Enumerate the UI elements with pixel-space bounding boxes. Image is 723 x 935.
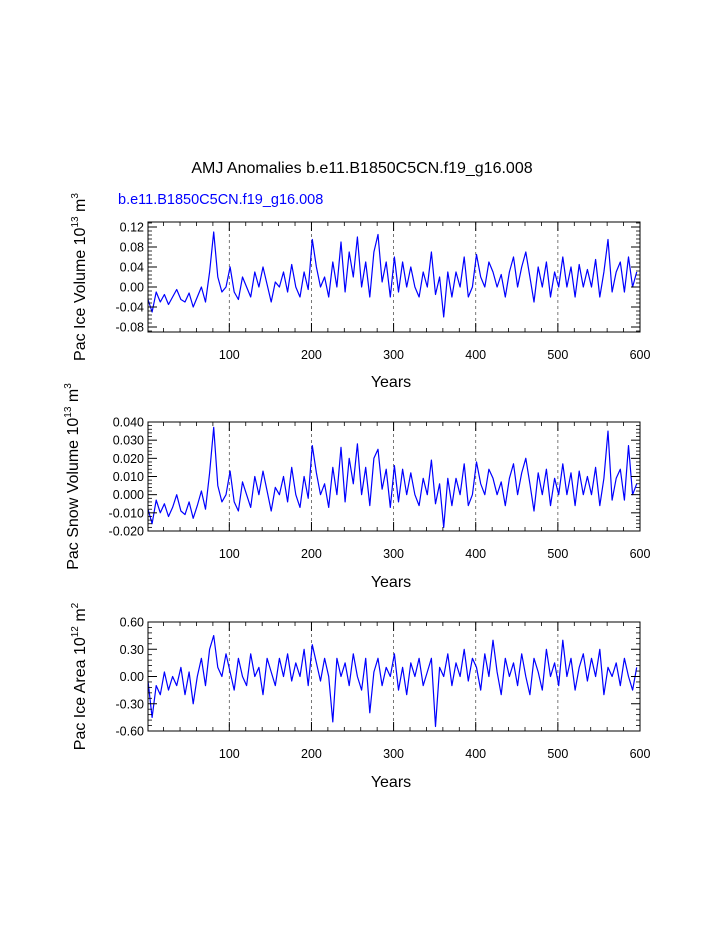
x-tick-label: 600 [630, 747, 651, 761]
series-line-pac-ice-area [147, 634, 638, 728]
y-tick-label: 0.000 [113, 488, 144, 502]
x-tick-label: 300 [383, 348, 404, 362]
x-tick-label: 400 [465, 547, 486, 561]
y-tick-label: -0.04 [116, 301, 145, 315]
x-tick-label: 100 [219, 348, 240, 362]
y-axis-label-unit: m [65, 389, 82, 407]
y-axis-label-exponent: 13 [63, 406, 74, 418]
y-axis-label-exponent: 13 [70, 216, 81, 228]
x-tick-label: 600 [630, 348, 651, 362]
x-tick-label: 600 [630, 547, 651, 561]
y-axis-label: Pac Ice Volume 1013 m3 [70, 193, 89, 361]
x-tick-label: 200 [301, 348, 322, 362]
y-axis-label-unit-exponent: 2 [70, 602, 81, 608]
y-tick-label: 0.040 [113, 416, 144, 430]
series-line-pac-ice-volume [147, 231, 638, 318]
x-axis-label: Years [371, 374, 411, 391]
y-tick-label: -0.08 [116, 321, 145, 335]
y-axis-label: Pac Snow Volume 1013 m3 [63, 383, 82, 570]
y-tick-label: -0.30 [116, 697, 145, 711]
y-axis-label-unit-exponent: 3 [63, 383, 74, 389]
x-tick-label: 400 [465, 348, 486, 362]
x-axis-label: Years [371, 774, 411, 791]
y-tick-label: 0.08 [120, 241, 144, 255]
y-axis-label: Pac Ice Area 1012 m2 [70, 602, 89, 750]
y-tick-label: 0.04 [120, 261, 144, 275]
chart-panel-1: 100 200 300 400 500 600 -0.08 -0.04 0.00 0.04 0.08… [70, 193, 650, 391]
x-tick-label: 100 [219, 747, 240, 761]
x-tick-label: 200 [301, 547, 322, 561]
y-tick-label: 0.00 [120, 670, 144, 684]
y-axis-label-text: Pac Snow Volume 10 [65, 418, 82, 570]
y-tick-label: 0.00 [120, 281, 144, 295]
plot-frame [147, 221, 641, 333]
figure-title: AMJ Anomalies b.e11.B1850C5CN.f19_g16.00… [191, 160, 532, 177]
y-tick-label: 0.30 [120, 643, 144, 657]
y-axis-label-exponent: 12 [70, 626, 81, 638]
x-tick-label: 400 [465, 747, 486, 761]
y-tick-label: 0.010 [113, 470, 144, 484]
y-tick-label: 0.12 [120, 221, 144, 235]
x-tick-label: 500 [547, 747, 568, 761]
y-axis-label-text: Pac Ice Area 10 [72, 637, 89, 750]
y-axis-label-text: Pac Ice Volume 10 [72, 227, 89, 361]
x-tick-label: 200 [301, 747, 322, 761]
y-tick-label: -0.010 [109, 506, 144, 520]
y-axis-label-unit-exponent: 3 [70, 193, 81, 199]
y-tick-label: 0.60 [120, 616, 144, 630]
y-tick-label: -0.020 [109, 525, 144, 539]
x-tick-label: 500 [547, 547, 568, 561]
y-axis-label-unit: m [72, 199, 89, 217]
chart-panel-2: 100 200 300 400 500 600 -0.020 -0.010 0.000 0.010… [63, 383, 650, 591]
chart-panel-3: 100 200 300 400 500 600 -0.60 -0.30 0.00 0.30 0.60… [70, 602, 650, 791]
y-axis-label-unit: m [72, 608, 89, 626]
x-axis-label: Years [371, 574, 411, 591]
y-tick-label: 0.020 [113, 452, 144, 466]
x-tick-label: 300 [383, 547, 404, 561]
x-tick-label: 300 [383, 747, 404, 761]
figure-subtitle: b.e11.B1850C5CN.f19_g16.008 [118, 192, 323, 208]
x-tick-label: 500 [547, 348, 568, 362]
series-line-pac-snow-volume [147, 426, 638, 529]
x-tick-label: 100 [219, 547, 240, 561]
plot-frame [147, 421, 641, 532]
y-tick-label: -0.60 [116, 725, 145, 739]
y-tick-label: 0.030 [113, 434, 144, 448]
